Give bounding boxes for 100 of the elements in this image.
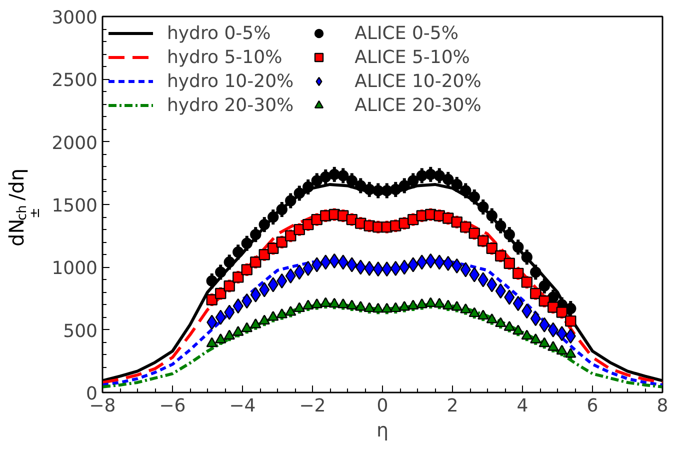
point xyxy=(381,302,392,313)
point xyxy=(495,220,506,232)
point xyxy=(232,326,244,336)
point xyxy=(495,317,506,328)
y-axis-title: dNch±/dη xyxy=(4,168,43,246)
point xyxy=(372,185,384,196)
point xyxy=(556,344,568,355)
point xyxy=(355,260,366,275)
point xyxy=(276,204,288,216)
x-tick-label: 0 xyxy=(376,396,388,416)
point xyxy=(241,238,252,249)
point xyxy=(250,287,261,302)
point xyxy=(312,257,322,272)
point xyxy=(320,297,332,307)
point xyxy=(521,330,532,340)
point xyxy=(478,310,489,320)
point xyxy=(565,348,576,358)
x-axis-title: η xyxy=(376,420,389,442)
point xyxy=(565,315,576,327)
point xyxy=(521,276,532,288)
point xyxy=(442,300,454,310)
point xyxy=(416,298,428,308)
point xyxy=(451,178,462,190)
point xyxy=(276,308,288,318)
point xyxy=(408,257,418,272)
point xyxy=(320,254,331,270)
point xyxy=(468,191,480,203)
point xyxy=(521,252,532,263)
point xyxy=(390,184,402,196)
point xyxy=(302,300,314,310)
y-tick-label: 3000 xyxy=(52,8,98,28)
legend-label: hydro 0-5% xyxy=(167,22,271,44)
point xyxy=(355,300,366,311)
y-tick-label: 2000 xyxy=(52,132,98,154)
point xyxy=(215,310,226,325)
legend-label: ALICE 0-5% xyxy=(354,22,458,44)
point xyxy=(398,180,410,192)
point xyxy=(478,272,488,288)
point xyxy=(530,288,542,300)
point xyxy=(268,277,278,292)
x-tick-label: 6 xyxy=(586,396,598,416)
point xyxy=(425,168,436,180)
point xyxy=(215,266,226,278)
y-tick-label: 2500 xyxy=(52,70,98,92)
x-tick-label: −2 xyxy=(299,396,326,416)
point xyxy=(486,277,498,292)
point xyxy=(346,257,358,272)
point xyxy=(215,288,226,300)
point xyxy=(486,210,498,222)
point xyxy=(355,180,366,192)
point xyxy=(258,314,270,325)
point xyxy=(548,341,559,351)
point xyxy=(224,330,235,340)
point xyxy=(338,170,349,182)
point xyxy=(442,174,454,186)
x-tick-label: 4 xyxy=(516,396,528,416)
point xyxy=(408,300,419,310)
legend-label: hydro 20-30% xyxy=(167,94,294,116)
point xyxy=(268,211,279,223)
x-tick-label: 2 xyxy=(446,396,458,416)
x-tick-label: −6 xyxy=(159,396,186,416)
point xyxy=(425,297,436,307)
point xyxy=(478,235,489,246)
legend-label: hydro 10-20% xyxy=(167,70,294,92)
point xyxy=(556,306,568,318)
point xyxy=(329,253,340,268)
point xyxy=(434,298,445,308)
point xyxy=(434,254,445,270)
point xyxy=(504,320,515,331)
point xyxy=(512,324,524,335)
point xyxy=(268,242,279,254)
point xyxy=(504,258,515,270)
point xyxy=(460,303,472,314)
point xyxy=(486,313,498,324)
point xyxy=(224,256,235,268)
point xyxy=(206,275,218,287)
point xyxy=(495,250,506,262)
point xyxy=(434,170,445,182)
y-tick-label: 1500 xyxy=(52,196,98,216)
point xyxy=(460,262,471,278)
point xyxy=(320,171,332,183)
point xyxy=(224,280,235,292)
point xyxy=(285,306,296,316)
point xyxy=(250,228,262,240)
point xyxy=(468,307,480,318)
point xyxy=(548,322,558,338)
point xyxy=(302,181,314,193)
point xyxy=(425,253,436,268)
point xyxy=(302,218,314,230)
y-tick-label: 1000 xyxy=(52,258,98,280)
point xyxy=(338,298,349,308)
legend-label: ALICE 10-20% xyxy=(354,70,482,92)
point xyxy=(451,300,462,311)
point xyxy=(398,300,410,311)
point xyxy=(311,175,322,186)
point xyxy=(328,298,340,308)
point xyxy=(538,295,550,307)
point xyxy=(530,333,542,344)
point xyxy=(285,230,296,242)
point xyxy=(294,302,305,312)
